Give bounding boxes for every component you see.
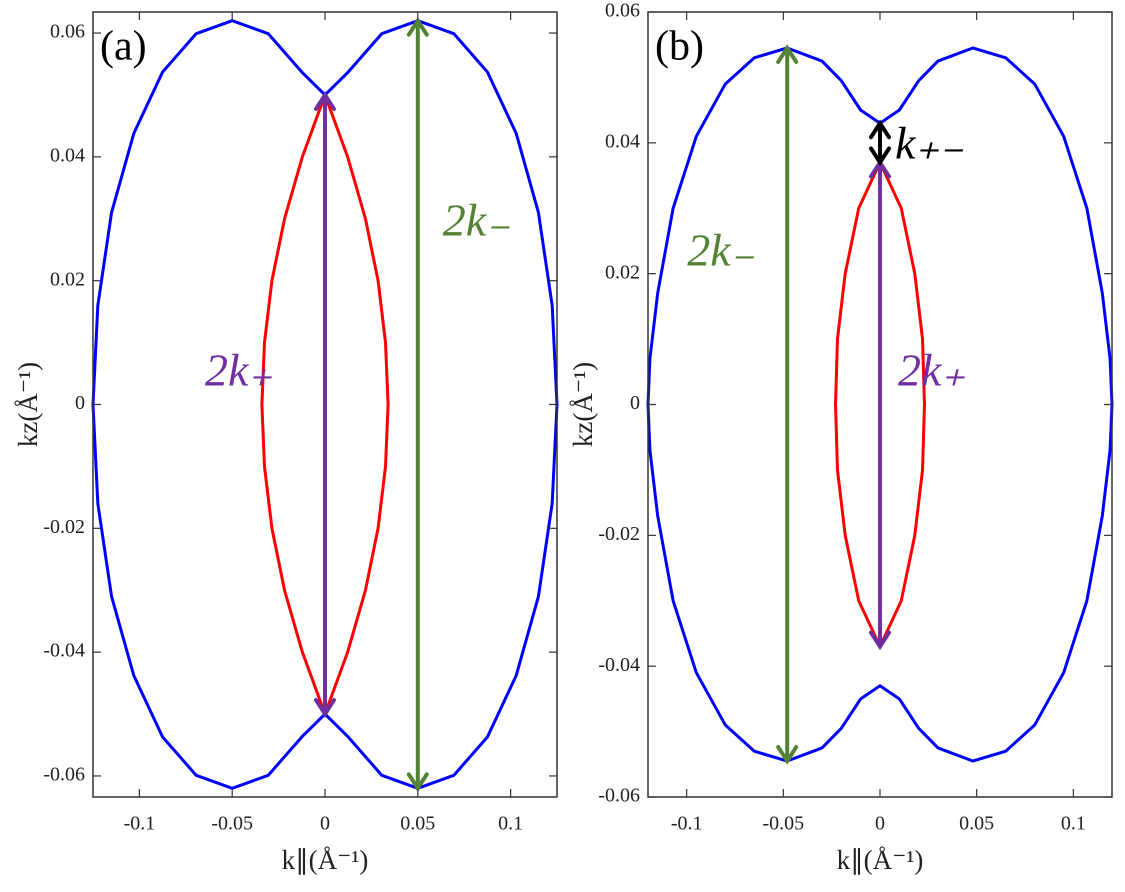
arrow-head xyxy=(869,119,891,140)
x-tick-label: -0.05 xyxy=(762,813,804,835)
y-tick-label: -0.04 xyxy=(43,640,85,662)
panel: 2k₊ 2k₋ -0.1 -0.05 0 0.05 0.1 -0.06 -0.04 -0.02 0 0… xyxy=(13,11,559,875)
x-tick-label: 0.05 xyxy=(400,813,435,835)
x-tick-label: 0.05 xyxy=(959,813,994,835)
arrow-head xyxy=(869,630,891,651)
x-axis-label: k∥(Å⁻¹) xyxy=(837,845,924,875)
y-tick-label: 0.04 xyxy=(50,144,85,166)
arrow-head xyxy=(314,698,336,718)
panel-label: (b) xyxy=(655,24,704,70)
panel-label: (a) xyxy=(100,24,147,70)
y-tick-label: -0.02 xyxy=(43,516,85,538)
annotation-label: 2k₋ xyxy=(443,195,511,246)
annotation-label: 2k₊ xyxy=(898,345,966,396)
arrow-head xyxy=(314,91,336,111)
y-tick-label: 0.04 xyxy=(605,130,640,152)
y-tick-label: 0.02 xyxy=(605,261,640,283)
x-tick-label: 0.1 xyxy=(498,813,523,835)
arrow-head xyxy=(406,16,429,37)
annotation-label: 2k₊ xyxy=(205,345,273,396)
arrow-head xyxy=(869,146,891,167)
x-tick-label: 0 xyxy=(875,813,885,835)
y-axis-label: kz(Å⁻¹) xyxy=(568,362,598,447)
x-tick-label: 0.1 xyxy=(1061,813,1086,835)
y-tick-label: 0.06 xyxy=(605,0,640,22)
annotation-label: 2k₋ xyxy=(687,225,755,276)
y-tick-label: 0 xyxy=(630,392,640,414)
x-tick-label: -0.1 xyxy=(671,813,703,835)
y-tick-label: -0.04 xyxy=(598,654,640,676)
x-axis-label: k∥(Å⁻¹) xyxy=(282,845,369,875)
panel: 2k₋ 2k₊ k₊₋ -0.1 -0.05 0 0.05 0.1 -0.06 -0.04 -0.0… xyxy=(568,0,1114,875)
y-tick-label: 0.02 xyxy=(50,268,85,290)
contour xyxy=(646,46,1114,763)
y-tick-label: -0.06 xyxy=(43,764,85,786)
y-tick-label: 0.06 xyxy=(50,21,85,43)
x-tick-label: 0 xyxy=(320,813,330,835)
arrow-head xyxy=(776,745,799,765)
x-tick-label: -0.05 xyxy=(211,813,253,835)
y-tick-label: 0 xyxy=(75,392,85,414)
y-tick-label: -0.06 xyxy=(598,785,640,807)
y-axis-label: kz(Å⁻¹) xyxy=(13,362,43,447)
x-tick-label: -0.1 xyxy=(124,813,156,835)
arrow-head xyxy=(406,772,429,793)
arrow-head xyxy=(776,44,799,64)
y-tick-label: -0.02 xyxy=(598,523,640,545)
annotation-label: k₊₋ xyxy=(895,118,964,169)
